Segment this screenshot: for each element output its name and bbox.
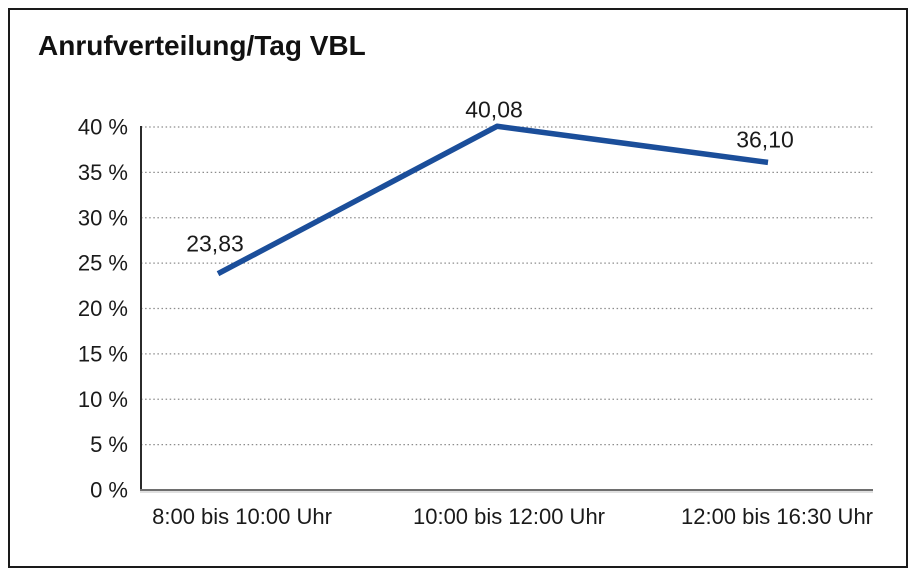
series-group xyxy=(216,123,769,277)
y-tick-label: 30 % xyxy=(78,205,128,230)
y-tick-label: 25 % xyxy=(78,251,128,276)
series-line xyxy=(216,123,769,277)
y-tick-label: 35 % xyxy=(78,160,128,185)
data-point-label: 40,08 xyxy=(465,96,523,122)
y-tick-label: 5 % xyxy=(90,432,128,457)
y-tick-label: 20 % xyxy=(78,296,128,321)
data-point-label: 23,83 xyxy=(186,231,244,257)
chart-title: Anrufverteilung/Tag VBL xyxy=(38,30,366,61)
chart-frame xyxy=(8,8,908,568)
axes-group xyxy=(140,126,873,493)
labels-group: 0 % 5 % 10 % 15 % 20 % 25 % 30 % 35 % 40 % 8:00 b… xyxy=(78,96,873,529)
y-tick-label: 15 % xyxy=(78,341,128,366)
x-category-label: 8:00 bis 10:00 Uhr xyxy=(152,504,332,529)
x-category-label: 10:00 bis 12:00 Uhr xyxy=(413,504,605,529)
y-tick-label: 0 % xyxy=(90,478,128,503)
y-tick-label: 40 % xyxy=(78,115,128,140)
gridlines-group xyxy=(141,126,873,446)
x-category-label: 12:00 bis 16:30 Uhr xyxy=(681,504,873,529)
data-point-label: 36,10 xyxy=(736,126,794,152)
y-tick-label: 10 % xyxy=(78,387,128,412)
